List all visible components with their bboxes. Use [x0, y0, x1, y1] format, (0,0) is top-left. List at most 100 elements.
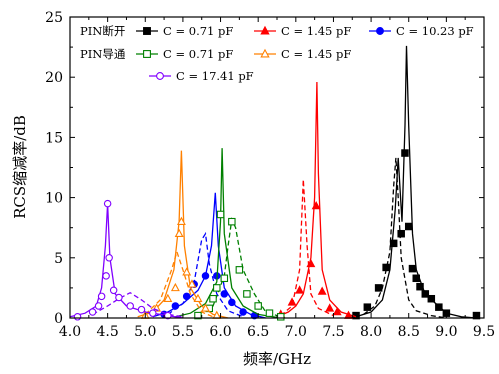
- x-tick-label: 9.5: [473, 324, 495, 340]
- series-data-point: [228, 298, 236, 307]
- series-data-point: [187, 279, 197, 288]
- series-data-point: [287, 297, 297, 306]
- series-data-point: [201, 303, 210, 312]
- series-data-point: [97, 292, 106, 301]
- series-data-point: [103, 199, 112, 208]
- series-data-point: [176, 216, 186, 225]
- series-data-point: [472, 311, 481, 320]
- x-tick-label: 8.0: [360, 324, 382, 340]
- legend-label: C = 0.71 pF: [163, 24, 233, 38]
- series-simulated-line: [175, 148, 281, 319]
- series-5: [69, 199, 184, 321]
- series-simulated-line: [69, 203, 184, 319]
- legend-group-off: PIN断开: [80, 24, 125, 38]
- legend-marker: [143, 27, 151, 35]
- series-data-point: [213, 284, 221, 292]
- series-data-point: [416, 282, 424, 291]
- series-data-point: [216, 210, 225, 219]
- series-data-point: [88, 308, 97, 316]
- series-data-point: [435, 303, 443, 311]
- y-tick-label: 25: [45, 10, 63, 26]
- series-3: [175, 148, 285, 321]
- series-data-point: [254, 302, 262, 310]
- x-tick-label: 4.0: [59, 324, 81, 340]
- series-data-point: [306, 258, 316, 268]
- series-data-point: [382, 263, 390, 272]
- series-data-point: [102, 272, 110, 280]
- y-tick-label: 20: [45, 70, 63, 86]
- series-data-point: [277, 313, 285, 321]
- series-1: [276, 81, 357, 319]
- series-data-point: [126, 302, 134, 310]
- series-measured-line: [144, 249, 214, 318]
- series-data-point: [239, 308, 247, 316]
- series-4: [137, 150, 229, 319]
- legend-group-on: PIN导通: [80, 47, 126, 61]
- series-data-point: [137, 305, 146, 314]
- x-tick-label: 9.0: [435, 324, 457, 340]
- legend-marker: [260, 25, 270, 35]
- series-data-point: [317, 286, 327, 295]
- legend-label: C = 0.71 pF: [163, 47, 233, 61]
- series-data-point: [243, 290, 251, 298]
- series-data-point: [182, 267, 192, 276]
- x-tick-label: 6.0: [209, 324, 231, 340]
- series-data-point: [94, 302, 103, 310]
- series-simulated-line: [276, 81, 357, 318]
- legend-marker: [156, 72, 164, 80]
- series-data-point: [295, 285, 305, 294]
- series-data-point: [332, 306, 342, 316]
- series-data-point: [194, 311, 202, 320]
- x-tick-label: 5.0: [134, 324, 156, 340]
- x-tick-label: 7.0: [285, 324, 307, 340]
- series-0: [352, 45, 481, 320]
- series-data-point: [427, 294, 436, 303]
- series-data-point: [311, 201, 321, 210]
- y-tick-label: 5: [54, 251, 63, 267]
- series-data-point: [164, 311, 172, 320]
- x-tick-label: 4.5: [97, 324, 119, 340]
- legend: PIN断开 C = 0.71 pF C = 1.45 pF C = 10.23 pF P…: [80, 24, 474, 83]
- series-data-point: [171, 302, 180, 310]
- legend-marker: [260, 48, 270, 58]
- y-axis-title: RCS缩减率/dB: [11, 115, 29, 219]
- series-data-point: [397, 229, 405, 238]
- series-data-point: [149, 309, 157, 317]
- series-data-point: [235, 266, 244, 274]
- series-data-point: [109, 286, 118, 295]
- series-data-point: [220, 274, 229, 283]
- series-data-point: [174, 228, 184, 237]
- plot-content: [69, 45, 481, 321]
- legend-label: C = 17.41 pF: [176, 69, 254, 83]
- series-data-point: [374, 284, 383, 292]
- series-data-point: [105, 254, 113, 262]
- series-measured-line: [363, 157, 447, 319]
- series-data-point: [389, 239, 398, 248]
- series-data-point: [408, 264, 417, 273]
- series-data-point: [201, 272, 210, 280]
- y-tick-label: 15: [45, 130, 63, 146]
- series-data-point: [363, 303, 372, 311]
- plot-frame: [69, 16, 485, 319]
- legend-marker: [143, 50, 151, 58]
- x-tick-label: 7.5: [322, 324, 344, 340]
- y-tick-label: 10: [45, 191, 63, 207]
- series-data-point: [115, 293, 123, 302]
- series-data-point: [163, 293, 173, 303]
- legend-marker: [376, 27, 384, 35]
- series-data-point: [265, 309, 274, 317]
- series-simulated-line: [137, 150, 229, 319]
- series-data-point: [182, 292, 191, 301]
- legend-label: C = 1.45 pF: [281, 24, 351, 38]
- series-data-point: [401, 149, 409, 157]
- series-2: [152, 192, 266, 320]
- series-data-point: [404, 222, 413, 231]
- series-data-point: [228, 217, 236, 226]
- series-data-point: [209, 294, 217, 303]
- legend-label: C = 1.45 pF: [281, 47, 351, 61]
- x-tick-label: 6.5: [247, 324, 269, 340]
- y-tick-label: 0: [54, 311, 63, 327]
- series-data-point: [421, 290, 430, 298]
- series-data-point: [193, 293, 203, 303]
